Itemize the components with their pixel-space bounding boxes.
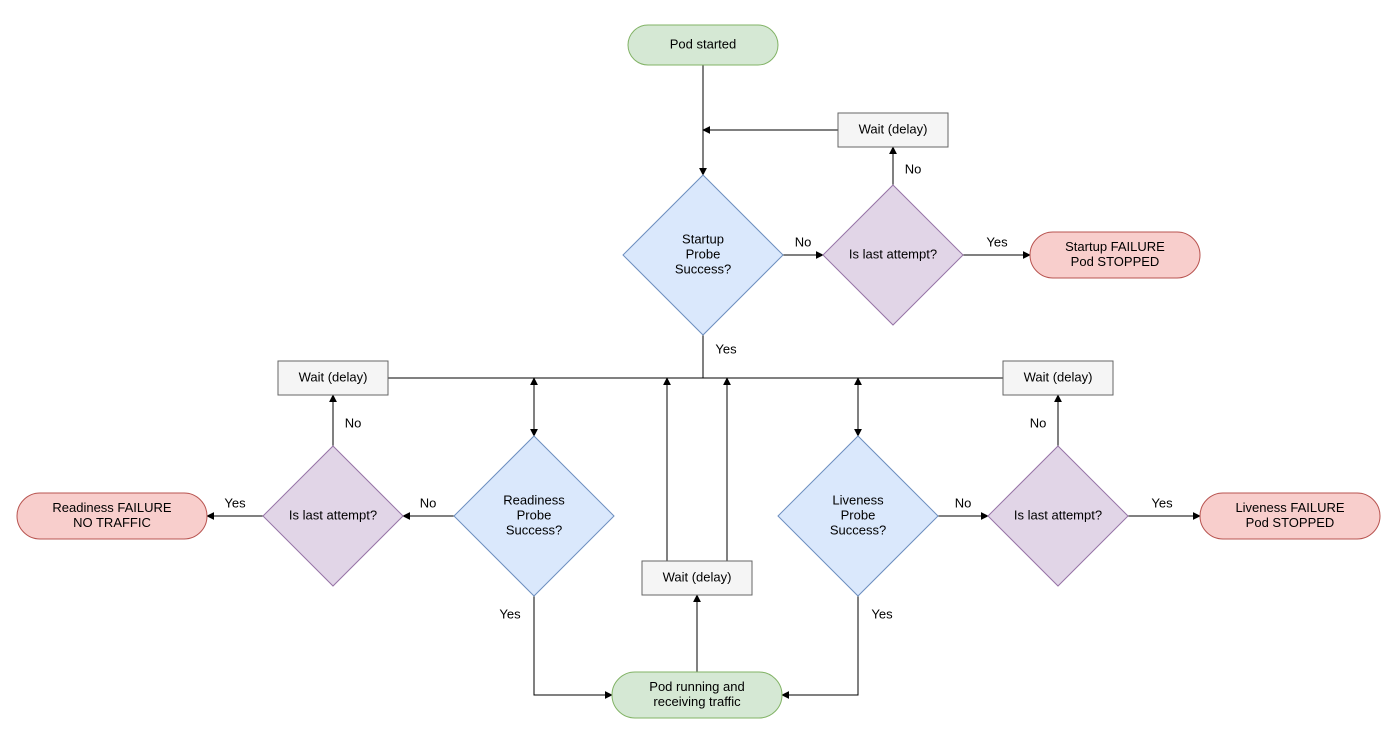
edge-label-12: No bbox=[420, 495, 437, 510]
node-liveness_failure: Liveness FAILUREPod STOPPED bbox=[1200, 493, 1380, 539]
node-startup_probe-label-2: Success? bbox=[675, 261, 731, 276]
node-liveness_failure-label-1: Pod STOPPED bbox=[1246, 515, 1335, 530]
node-wait_liveness-label-0: Wait (delay) bbox=[1024, 369, 1093, 384]
node-wait_startup-label-0: Wait (delay) bbox=[859, 121, 928, 136]
node-readiness_failure: Readiness FAILURENO TRAFFIC bbox=[17, 493, 207, 539]
edge-18 bbox=[534, 596, 612, 695]
node-liveness_probe-label-1: Probe bbox=[841, 507, 876, 522]
node-pod_running-label-0: Pod running and bbox=[649, 679, 744, 694]
edge-label-4: Yes bbox=[986, 234, 1008, 249]
node-readiness_failure-label-0: Readiness FAILURE bbox=[52, 500, 172, 515]
node-startup_probe-label-0: Startup bbox=[682, 231, 724, 246]
nodes-layer: Pod startedWait (delay)StartupProbeSucce… bbox=[17, 25, 1380, 718]
node-wait_liveness: Wait (delay) bbox=[1003, 361, 1113, 395]
node-liveness_probe-label-0: Liveness bbox=[832, 492, 884, 507]
node-wait_readiness-label-0: Wait (delay) bbox=[299, 369, 368, 384]
edge-label-3: No bbox=[905, 161, 922, 176]
node-readiness_last-label-0: Is last attempt? bbox=[289, 507, 377, 522]
node-startup_failure-label-1: Pod STOPPED bbox=[1071, 254, 1160, 269]
node-startup_last: Is last attempt? bbox=[823, 185, 963, 325]
node-liveness_failure-label-0: Liveness FAILURE bbox=[1235, 500, 1344, 515]
edge-label-14: Yes bbox=[224, 495, 246, 510]
edge-label-17: Yes bbox=[1151, 495, 1173, 510]
node-pod_started: Pod started bbox=[628, 25, 778, 65]
node-readiness_last: Is last attempt? bbox=[263, 446, 403, 586]
node-startup_probe: StartupProbeSuccess? bbox=[623, 175, 783, 335]
node-startup_probe-label-1: Probe bbox=[686, 246, 721, 261]
edge-label-18: Yes bbox=[499, 606, 521, 621]
edge-label-15: No bbox=[955, 495, 972, 510]
node-wait_running: Wait (delay) bbox=[642, 561, 752, 595]
edge-label-13: No bbox=[345, 415, 362, 430]
node-startup_last-label-0: Is last attempt? bbox=[849, 246, 937, 261]
edge-label-16: No bbox=[1030, 415, 1047, 430]
node-readiness_probe-label-1: Probe bbox=[517, 507, 552, 522]
node-startup_failure: Startup FAILUREPod STOPPED bbox=[1030, 232, 1200, 278]
node-liveness_probe: LivenessProbeSuccess? bbox=[778, 436, 938, 596]
node-wait_readiness: Wait (delay) bbox=[278, 361, 388, 395]
node-pod_running: Pod running andreceiving traffic bbox=[612, 672, 782, 718]
node-pod_running-label-1: receiving traffic bbox=[653, 694, 741, 709]
edge-label-19: Yes bbox=[871, 606, 893, 621]
node-pod_started-label-0: Pod started bbox=[670, 36, 737, 51]
flowchart-canvas: No No Yes Yes No No Yes No No Yes Yes Yes Pod starte… bbox=[0, 0, 1400, 733]
node-liveness_last: Is last attempt? bbox=[988, 446, 1128, 586]
node-readiness_probe-label-0: Readiness bbox=[503, 492, 565, 507]
edge-label-2: No bbox=[795, 234, 812, 249]
edge-label-5: Yes bbox=[715, 341, 737, 356]
node-wait_running-label-0: Wait (delay) bbox=[663, 569, 732, 584]
node-readiness_probe-label-2: Success? bbox=[506, 522, 562, 537]
node-readiness_failure-label-1: NO TRAFFIC bbox=[73, 515, 151, 530]
node-liveness_last-label-0: Is last attempt? bbox=[1014, 507, 1102, 522]
edge-19 bbox=[782, 596, 858, 695]
node-readiness_probe: ReadinessProbeSuccess? bbox=[454, 436, 614, 596]
node-wait_startup: Wait (delay) bbox=[838, 113, 948, 147]
node-startup_failure-label-0: Startup FAILURE bbox=[1065, 239, 1165, 254]
node-liveness_probe-label-2: Success? bbox=[830, 522, 886, 537]
